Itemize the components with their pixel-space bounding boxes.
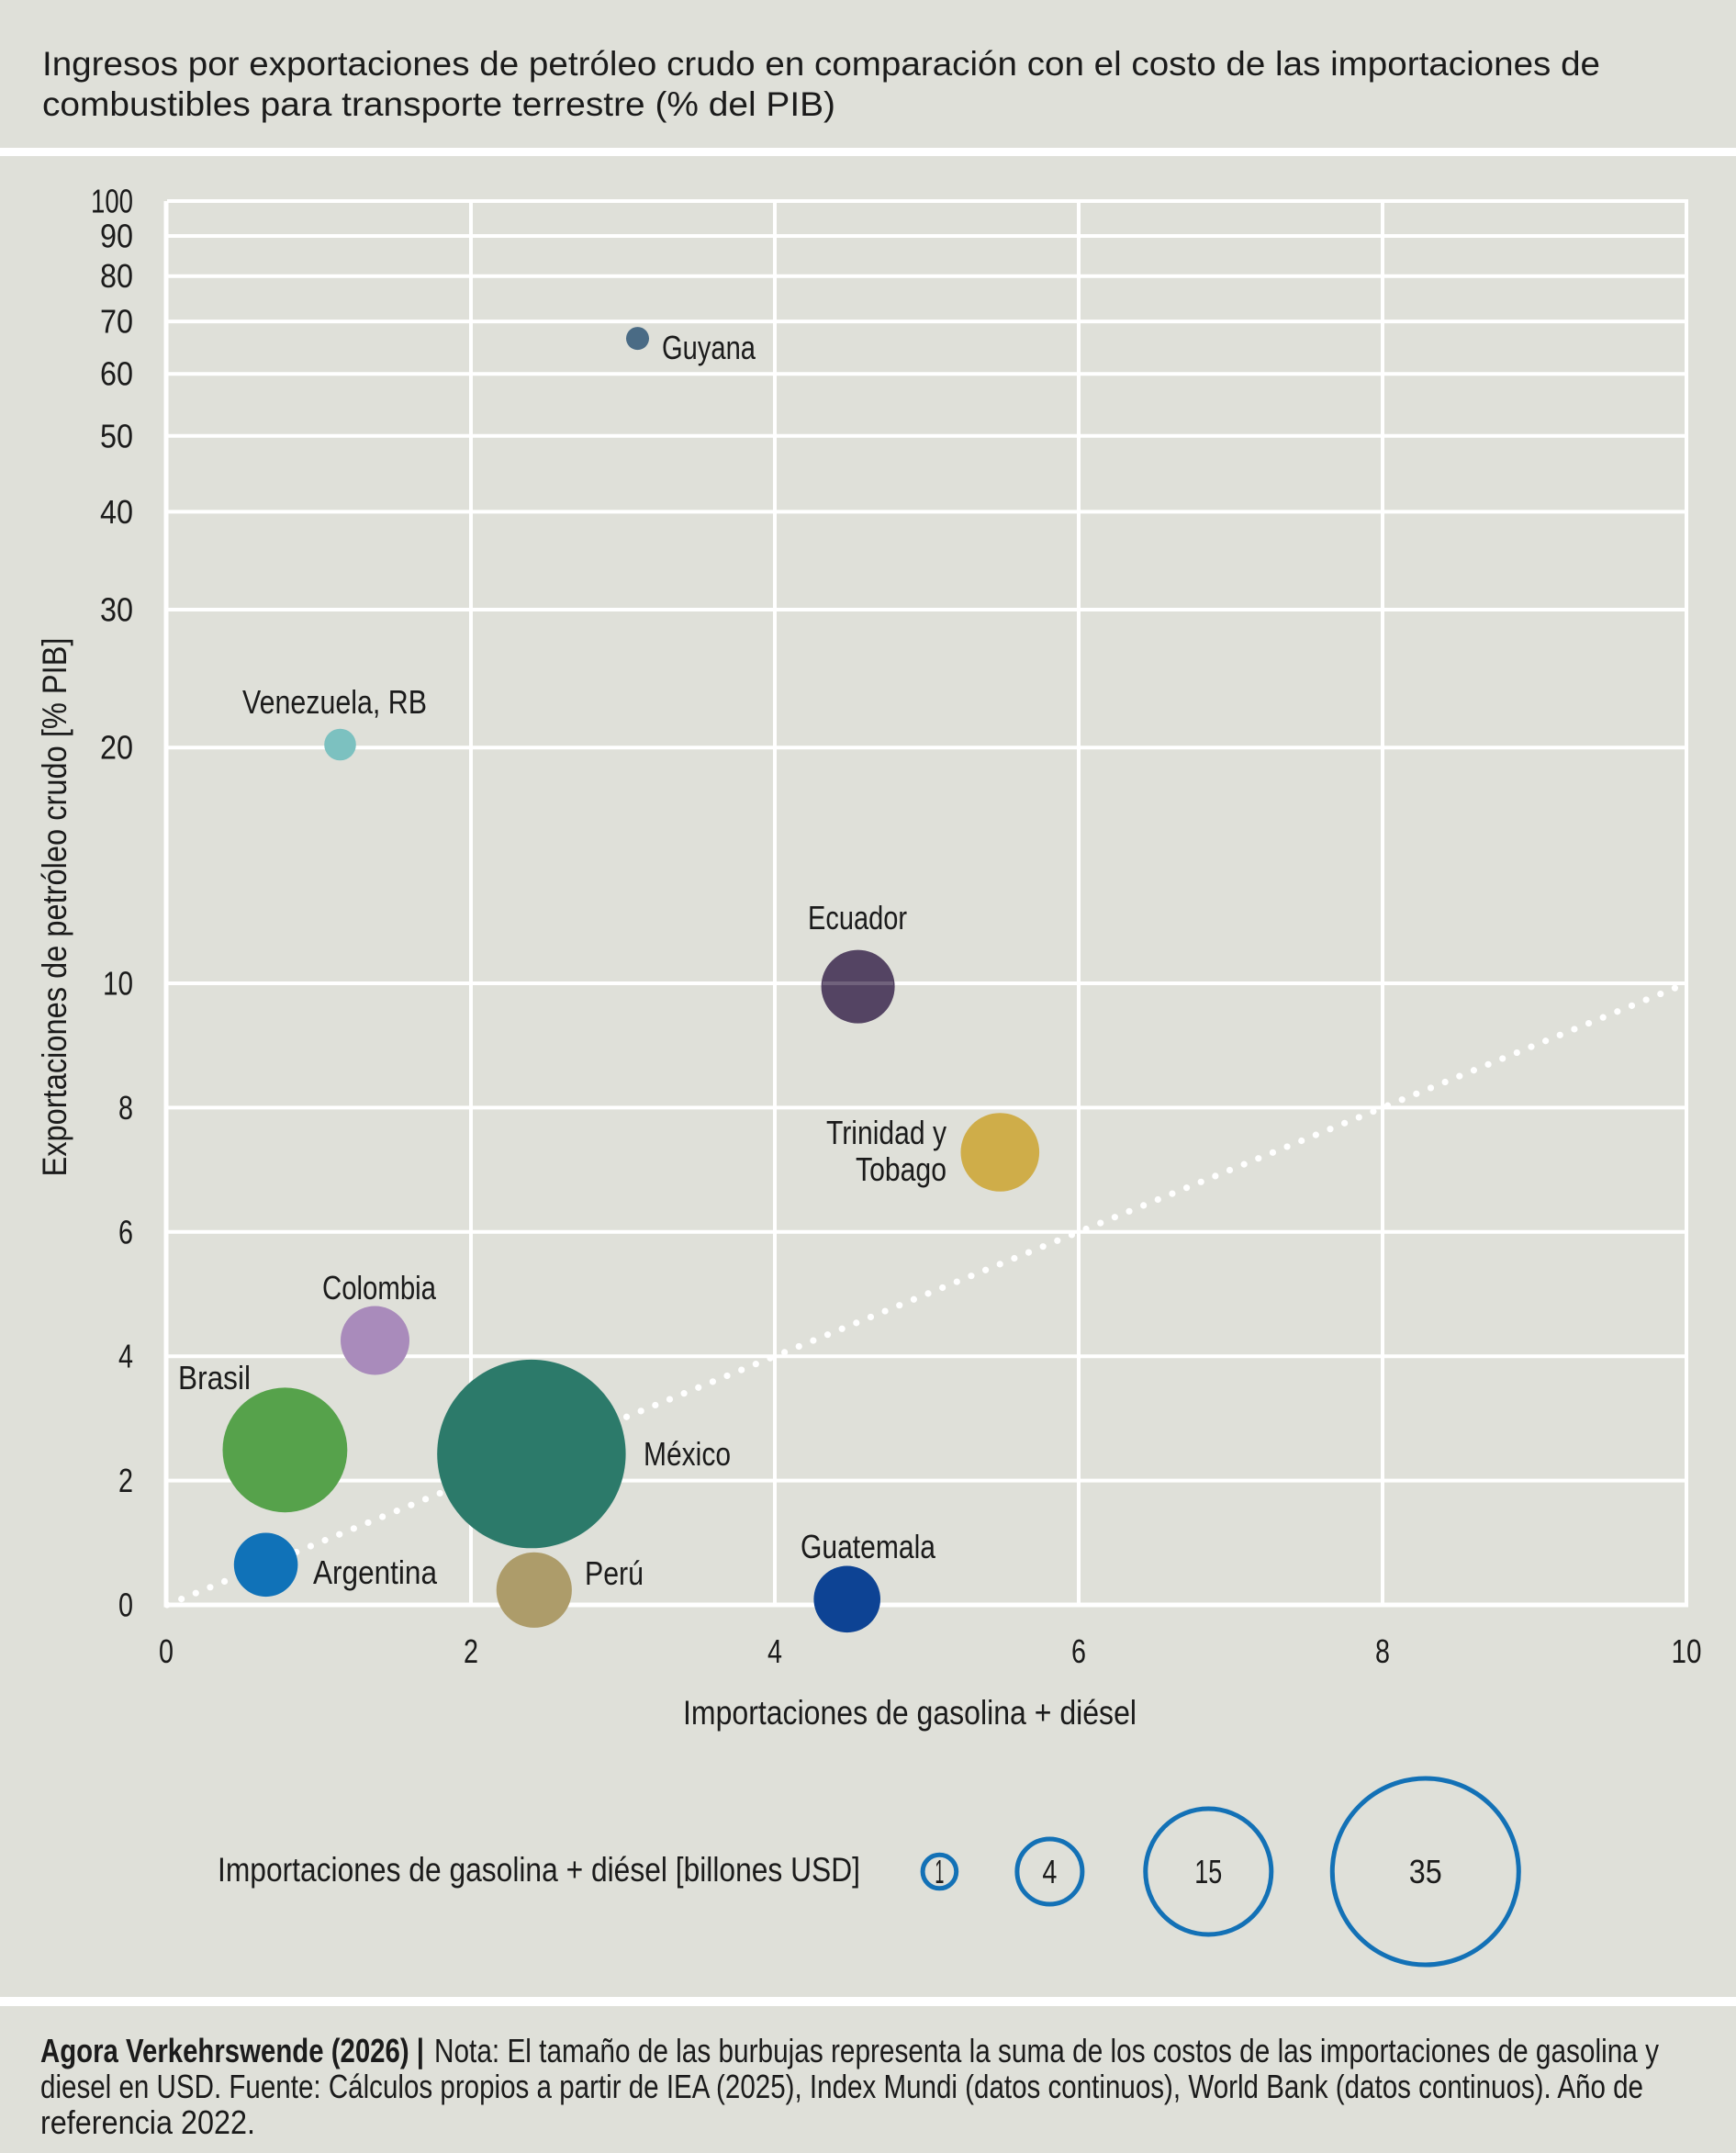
svg-text:10: 10: [1672, 1632, 1702, 1670]
svg-text:6: 6: [1071, 1632, 1086, 1670]
svg-text:Guatemala: Guatemala: [801, 1528, 936, 1565]
svg-text:diesel en USD. Fuente: Cálculo: diesel en USD. Fuente: Cálculos propios …: [40, 2068, 1643, 2105]
svg-text:4: 4: [767, 1632, 782, 1670]
svg-text:8: 8: [118, 1089, 133, 1127]
svg-text:0: 0: [118, 1587, 133, 1624]
svg-text:Guyana: Guyana: [662, 329, 756, 366]
svg-text:Ingresos por exportaciones de: Ingresos por exportaciones de petróleo c…: [42, 45, 1600, 83]
svg-text:80: 80: [100, 257, 133, 295]
svg-text:Trinidad y: Trinidad y: [826, 1114, 946, 1151]
svg-text:Exportaciones de petróleo crud: Exportaciones de petróleo crudo [% PIB]: [36, 638, 73, 1177]
svg-text:4: 4: [1042, 1853, 1057, 1890]
svg-text:8: 8: [1375, 1632, 1390, 1670]
svg-text:Agora Verkehrswende (2026) |: Agora Verkehrswende (2026) |: [40, 2032, 424, 2070]
svg-text:15: 15: [1194, 1853, 1222, 1890]
svg-text:2: 2: [464, 1632, 478, 1670]
svg-text:México: México: [644, 1435, 731, 1473]
svg-text:Colombia: Colombia: [322, 1269, 437, 1306]
svg-text:30: 30: [100, 591, 133, 629]
svg-text:Importaciones de gasolina + di: Importaciones de gasolina + diésel: [683, 1694, 1137, 1732]
svg-text:Importaciones de gasolina + di: Importaciones de gasolina + diésel [bill…: [218, 1851, 860, 1889]
svg-text:6: 6: [118, 1213, 133, 1250]
svg-text:100: 100: [91, 183, 133, 220]
svg-text:4: 4: [118, 1338, 133, 1375]
svg-text:90: 90: [100, 218, 133, 255]
svg-text:20: 20: [100, 729, 133, 767]
svg-text:35: 35: [1409, 1853, 1442, 1890]
svg-text:Nota: El tamaño de las burbuja: Nota: El tamaño de las burbujas represen…: [434, 2032, 1659, 2069]
svg-text:Argentina: Argentina: [313, 1553, 438, 1591]
svg-text:Brasil: Brasil: [178, 1359, 251, 1396]
svg-text:70: 70: [100, 303, 133, 341]
svg-text:40: 40: [100, 493, 133, 531]
svg-text:10: 10: [103, 965, 133, 1003]
svg-text:1: 1: [935, 1853, 944, 1890]
svg-text:Ecuador: Ecuador: [808, 899, 907, 936]
svg-text:referencia 2022.: referencia 2022.: [40, 2103, 255, 2141]
svg-text:Perú: Perú: [585, 1554, 644, 1592]
svg-text:50: 50: [100, 417, 133, 454]
svg-text:combustibles para transporte t: combustibles para transporte terrestre (…: [42, 85, 835, 123]
svg-text:2: 2: [118, 1462, 133, 1499]
svg-text:Tobago: Tobago: [856, 1150, 946, 1188]
svg-text:0: 0: [159, 1632, 174, 1670]
svg-text:60: 60: [100, 355, 133, 393]
svg-text:Venezuela, RB: Venezuela, RB: [242, 683, 427, 721]
